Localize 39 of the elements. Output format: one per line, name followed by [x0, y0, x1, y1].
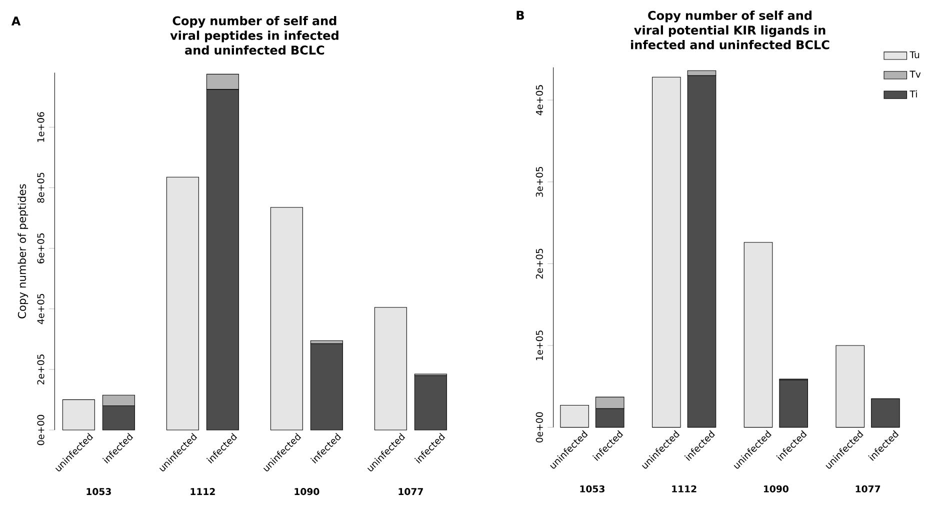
- y-tick-label: 1e+05: [536, 330, 543, 360]
- bar: [652, 76, 681, 428]
- legend-label: Tu: [910, 51, 920, 58]
- text: B: [516, 10, 524, 20]
- y-tick-label: 0e+00: [37, 414, 44, 446]
- text: 1077: [398, 488, 423, 496]
- bar: [270, 207, 303, 430]
- chart-title: Copy number of self and viral peptides in infected and uninfected BCLC: [170, 16, 338, 55]
- y-tick-label: 1e+06: [37, 112, 44, 142]
- y-tick-label: 4e+05: [536, 85, 543, 116]
- legend-label: Tv: [910, 70, 921, 78]
- y-tick-label: 8e+05: [37, 172, 44, 203]
- text: 1090: [294, 488, 320, 496]
- bar: [414, 375, 447, 430]
- bar: [310, 343, 343, 430]
- text: 1053: [86, 488, 111, 496]
- y-tick-label: 2e+05: [37, 354, 44, 384]
- text: 1112: [190, 488, 215, 495]
- bar: [744, 242, 773, 428]
- text: 1077: [856, 485, 880, 492]
- bar: [62, 399, 95, 430]
- bar: [166, 176, 199, 430]
- y-tick-label: 0e+00: [536, 412, 543, 442]
- text: 1053: [580, 485, 604, 492]
- y-axis-title: Copy number of peptides: [18, 184, 28, 318]
- legend-label: Ti: [910, 90, 917, 98]
- text: 1090: [764, 485, 788, 492]
- bar: [560, 404, 589, 428]
- y-tick-label: 2e+05: [536, 248, 543, 279]
- bar: [836, 345, 865, 428]
- bar: [871, 398, 900, 428]
- y-tick-label: 4e+05: [37, 294, 44, 324]
- chart-title: Copy number of self and viral potential KIR ligands in infected and uninfected BCLC: [631, 10, 830, 50]
- bar: [374, 307, 407, 430]
- y-tick-label: 3e+05: [536, 167, 543, 197]
- text: 1112: [672, 485, 696, 492]
- bar: [779, 380, 808, 428]
- text: A: [11, 16, 21, 26]
- y-tick-label: 6e+05: [37, 233, 44, 264]
